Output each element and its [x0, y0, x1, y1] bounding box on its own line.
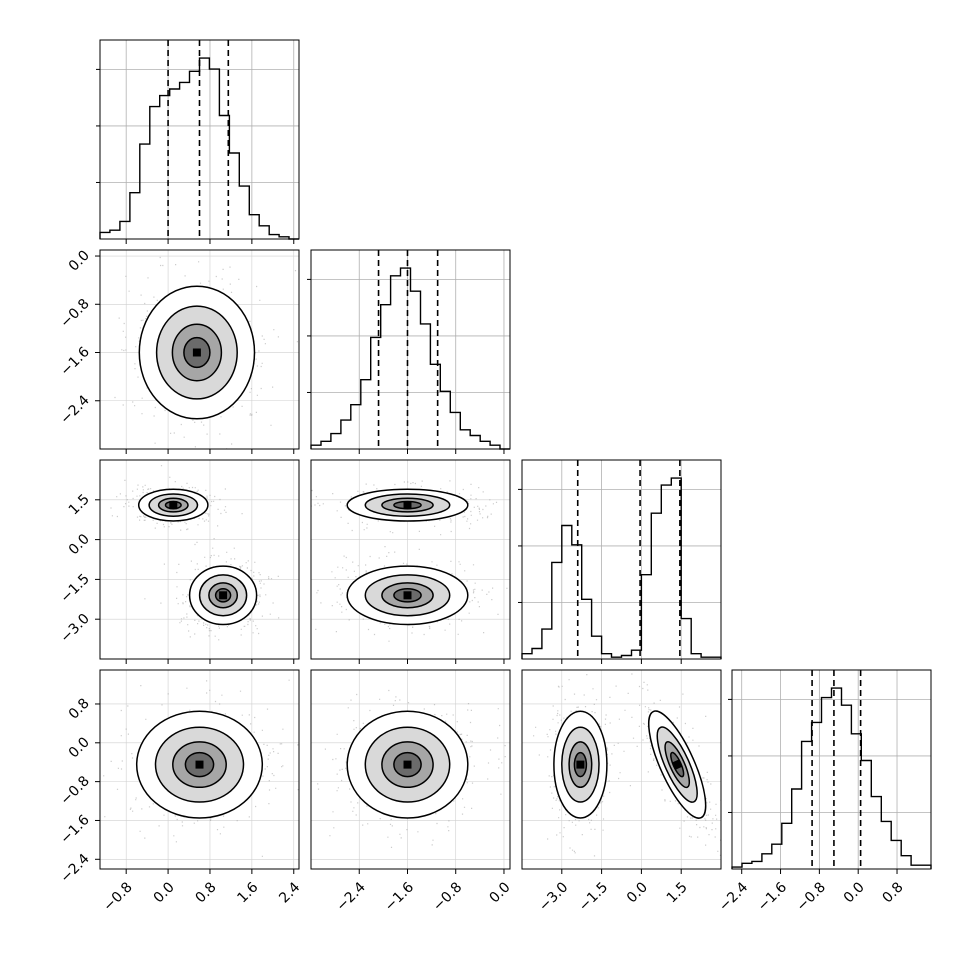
density-panel-1-0 — [99, 249, 300, 450]
y-tick-label: −1.6 — [57, 812, 92, 847]
tick-group — [358, 869, 505, 874]
histogram-panel-0 — [96, 39, 300, 240]
contour-group — [137, 488, 209, 522]
y-tick-label: 1.5 — [66, 491, 93, 518]
density-peak — [403, 760, 412, 769]
y-tick-label: −1.6 — [57, 344, 92, 379]
density-panel-2-1 — [310, 459, 511, 660]
panel-frame — [731, 669, 932, 870]
panel-frame — [521, 669, 722, 870]
x-tick-label: 1.6 — [234, 879, 261, 906]
histogram-panel-2 — [518, 459, 722, 660]
density-panel-3-0 — [99, 669, 300, 870]
x-tick-label: −3.0 — [536, 879, 571, 914]
panel-frame — [310, 669, 511, 870]
tick-group — [358, 449, 505, 454]
y-tick-label: −0.8 — [57, 773, 92, 808]
x-tick-label: 1.5 — [664, 879, 691, 906]
contour-group — [135, 710, 264, 819]
x-tick-label: 2.4 — [276, 879, 303, 906]
tick-group — [95, 703, 295, 874]
x-tick-label: −0.8 — [430, 879, 465, 914]
panel-frame — [521, 459, 722, 660]
x-tick-label: 0.0 — [841, 879, 868, 906]
contour-group — [188, 565, 258, 626]
tick-group — [561, 869, 682, 874]
y-tick-label: −3.0 — [57, 611, 92, 646]
density-peak — [671, 759, 683, 770]
density-content — [317, 689, 506, 848]
density-peak — [169, 501, 178, 510]
density-content — [114, 256, 298, 449]
y-tick-label: −2.4 — [57, 392, 92, 427]
y-tick-label: −0.8 — [57, 296, 92, 331]
contour-group — [346, 710, 469, 819]
x-tick-label: 0.8 — [193, 879, 220, 906]
histogram-panel-1 — [307, 249, 511, 450]
x-tick-label: −2.4 — [716, 879, 751, 914]
density-peak — [219, 591, 228, 600]
density-content — [103, 679, 299, 857]
panel-frame — [99, 459, 300, 660]
tick-group — [741, 869, 898, 874]
x-tick-label: −1.5 — [576, 879, 611, 914]
histogram-panel-3 — [728, 669, 932, 870]
density-panel-3-2 — [521, 669, 722, 870]
histogram-step-line — [731, 687, 932, 869]
density-peak — [192, 348, 201, 357]
y-tick-label: −2.4 — [57, 851, 92, 886]
contour-group — [647, 710, 707, 819]
x-tick-label: −1.6 — [755, 879, 790, 914]
tick-group — [95, 499, 295, 664]
y-tick-label: −1.5 — [57, 571, 92, 606]
density-peak — [403, 501, 412, 510]
contour-group — [346, 488, 469, 522]
panel-frame — [99, 249, 300, 450]
y-tick-label: 0.0 — [66, 734, 93, 761]
density-panel-2-0 — [99, 459, 300, 660]
histogram-step-line — [310, 267, 510, 450]
density-content — [311, 480, 510, 642]
contour-group — [346, 565, 469, 626]
density-peak — [576, 760, 585, 769]
x-tick-label: 0.8 — [880, 879, 907, 906]
contour-group — [138, 285, 256, 420]
density-peak — [403, 591, 412, 600]
tick-group — [358, 659, 505, 664]
x-tick-label: −2.4 — [333, 879, 368, 914]
panel-frame — [310, 249, 511, 450]
x-tick-label: −0.8 — [100, 879, 135, 914]
y-tick-label: 0.8 — [66, 695, 93, 722]
tick-group — [95, 255, 295, 454]
y-tick-label: 0.0 — [66, 248, 93, 275]
x-tick-label: −1.6 — [382, 879, 417, 914]
density-content — [533, 673, 721, 857]
x-tick-label: 0.0 — [151, 879, 178, 906]
x-tick-label: 0.0 — [624, 879, 651, 906]
x-tick-label: 0.0 — [487, 879, 514, 906]
panel-frame — [310, 459, 511, 660]
density-content — [110, 465, 280, 641]
x-tick-label: −0.8 — [794, 879, 829, 914]
panel-frame — [99, 39, 300, 240]
tick-group — [561, 659, 682, 664]
tick-group — [125, 239, 295, 244]
density-peak — [195, 760, 204, 769]
contour-group — [553, 710, 608, 819]
density-panel-3-1 — [310, 669, 511, 870]
y-tick-label: 0.0 — [66, 531, 93, 558]
histogram-step-line — [521, 477, 722, 659]
panel-frame — [99, 669, 300, 870]
